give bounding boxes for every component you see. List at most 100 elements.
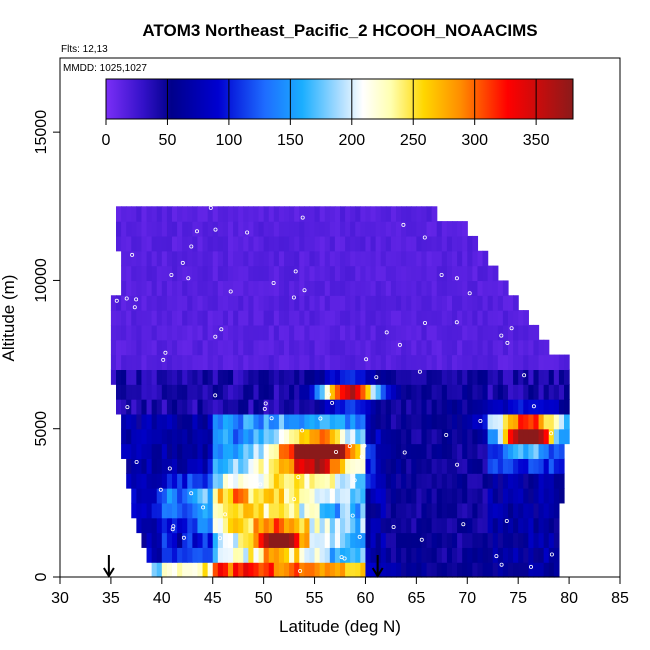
heatmap-cell (355, 310, 361, 326)
heatmap-cell (345, 562, 351, 578)
heatmap-cell (482, 295, 489, 311)
heatmap-cell (457, 324, 463, 341)
heatmap-cell (355, 221, 361, 237)
heatmap-cell (217, 265, 224, 282)
heatmap-cell (396, 517, 402, 534)
heatmap-cell (436, 324, 443, 341)
heatmap-cell (202, 265, 209, 282)
heatmap-cell (278, 280, 285, 296)
heatmap-cell (345, 399, 351, 415)
heatmap-cell (401, 547, 407, 563)
heatmap-cell (268, 295, 275, 311)
heatmap-cell (284, 517, 290, 534)
heatmap-cell (497, 547, 504, 563)
heatmap-cell (314, 235, 321, 252)
heatmap-cell (446, 235, 453, 252)
heatmap-cell (233, 295, 239, 311)
heatmap-cell (121, 280, 127, 296)
heatmap-cell (380, 399, 387, 415)
heatmap-cell (457, 399, 463, 415)
heatmap-cell (146, 324, 153, 341)
heatmap-cell (497, 354, 504, 370)
heatmap-cell (273, 532, 280, 548)
heatmap-cell (340, 413, 346, 430)
heatmap-cell (263, 488, 270, 504)
heatmap-cell (528, 324, 535, 341)
heatmap-cell (396, 502, 402, 519)
heatmap-cell (177, 532, 183, 548)
heatmap-cell (396, 250, 402, 267)
heatmap-cell (472, 443, 479, 459)
heatmap-cell (543, 517, 550, 534)
heatmap-cell (238, 547, 244, 563)
heatmap-cell (421, 384, 428, 400)
heatmap-cell (411, 547, 417, 563)
heatmap-cell (446, 384, 453, 400)
heatmap-cell (233, 354, 239, 370)
heatmap-cell (177, 250, 183, 267)
heatmap-cell (172, 399, 178, 415)
heatmap-cell (375, 488, 382, 504)
heatmap-cell (406, 532, 412, 548)
heatmap-cell (146, 428, 153, 445)
heatmap-cell (411, 280, 417, 296)
heatmap-cell (238, 488, 244, 504)
heatmap-cell (238, 443, 244, 459)
heatmap-cell (390, 399, 397, 415)
heatmap-cell (268, 443, 275, 459)
heatmap-cell (421, 562, 428, 578)
heatmap-cell (197, 517, 204, 534)
heatmap-cell (340, 310, 346, 326)
heatmap-cell (309, 384, 316, 400)
heatmap-cell (248, 443, 255, 459)
heatmap-cell (166, 413, 173, 430)
heatmap-cell (146, 339, 153, 356)
heatmap-cell (345, 369, 351, 385)
heatmap-cell (543, 488, 550, 504)
heatmap-cell (273, 339, 280, 356)
heatmap-cell (472, 310, 479, 326)
heatmap-cell (426, 280, 433, 296)
heatmap-cell (136, 517, 143, 534)
sample-point (189, 491, 194, 496)
heatmap-cell (548, 458, 555, 474)
heatmap-cell (202, 399, 209, 415)
heatmap-cell (156, 339, 163, 356)
heatmap-cell (396, 428, 402, 445)
heatmap-cell (126, 206, 132, 222)
heatmap-cell (508, 324, 514, 341)
heatmap-cell (314, 280, 321, 296)
heatmap-cell (508, 562, 514, 578)
heatmap-cell (284, 221, 290, 237)
heatmap-cell (217, 399, 224, 415)
heatmap-cell (151, 295, 158, 311)
heatmap-cell (146, 280, 153, 296)
heatmap-cell (462, 369, 468, 385)
heatmap-cell (273, 399, 280, 415)
heatmap-cell (355, 532, 361, 548)
heatmap-cell (212, 265, 219, 282)
heatmap-cell (497, 443, 504, 459)
heatmap-cell (258, 354, 265, 370)
heatmap-cell (355, 324, 361, 341)
heatmap-cell (202, 473, 209, 489)
heatmap-cell (441, 399, 448, 415)
heatmap-cell (319, 532, 326, 548)
heatmap-cell (238, 532, 244, 548)
heatmap-cell (110, 369, 117, 385)
heatmap-cell (502, 517, 509, 534)
heatmap-cell (452, 384, 458, 400)
heatmap-cell (161, 280, 168, 296)
heatmap-cell (487, 458, 494, 474)
heatmap-cell (161, 547, 168, 563)
sample-point (444, 432, 449, 437)
heatmap-cell (462, 473, 468, 489)
heatmap-cell (131, 384, 137, 400)
sample-point (342, 556, 347, 561)
heatmap-cell (248, 399, 255, 415)
heatmap-cell (452, 428, 458, 445)
heatmap-cell (217, 235, 224, 252)
heatmap-cell (508, 488, 514, 504)
heatmap-cell (273, 221, 280, 237)
sample-point (504, 519, 509, 524)
